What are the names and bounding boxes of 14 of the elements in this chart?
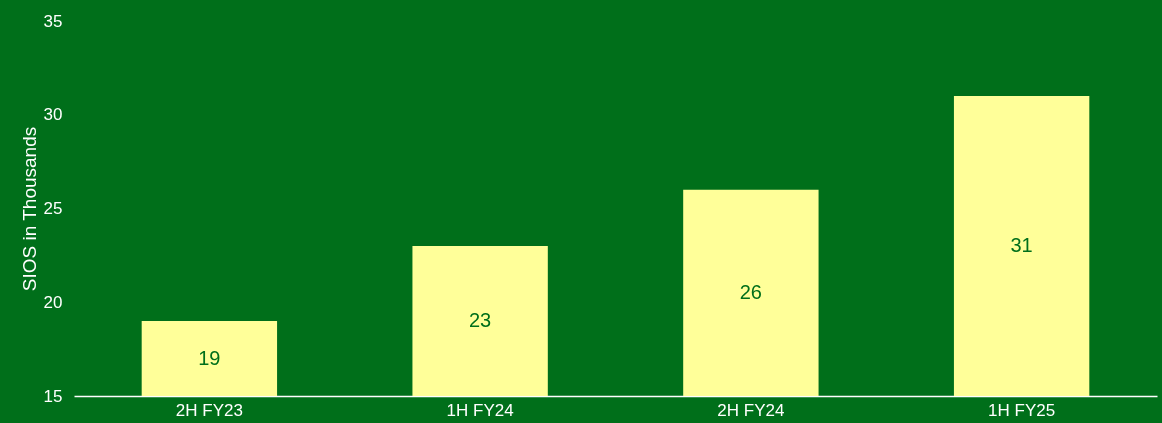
y-tick-label: 20 (43, 292, 63, 312)
data-label: 26 (739, 280, 762, 303)
x-tick-label: 2H FY24 (717, 400, 785, 420)
y-tick-label: 30 (43, 105, 63, 125)
x-tick-label: 1H FY25 (988, 400, 1056, 420)
y-axis-title: SIOS in Thousands (18, 126, 40, 292)
data-label: 23 (469, 309, 492, 331)
data-label: 31 (1010, 234, 1033, 256)
y-tick-label: 15 (43, 386, 63, 406)
y-tick-label: 25 (43, 199, 63, 218)
y-tick-label: 35 (43, 11, 63, 31)
x-tick-label: 2H FY23 (175, 400, 243, 420)
data-label: 19 (198, 346, 221, 369)
x-tick-label: 1H FY24 (446, 400, 514, 420)
